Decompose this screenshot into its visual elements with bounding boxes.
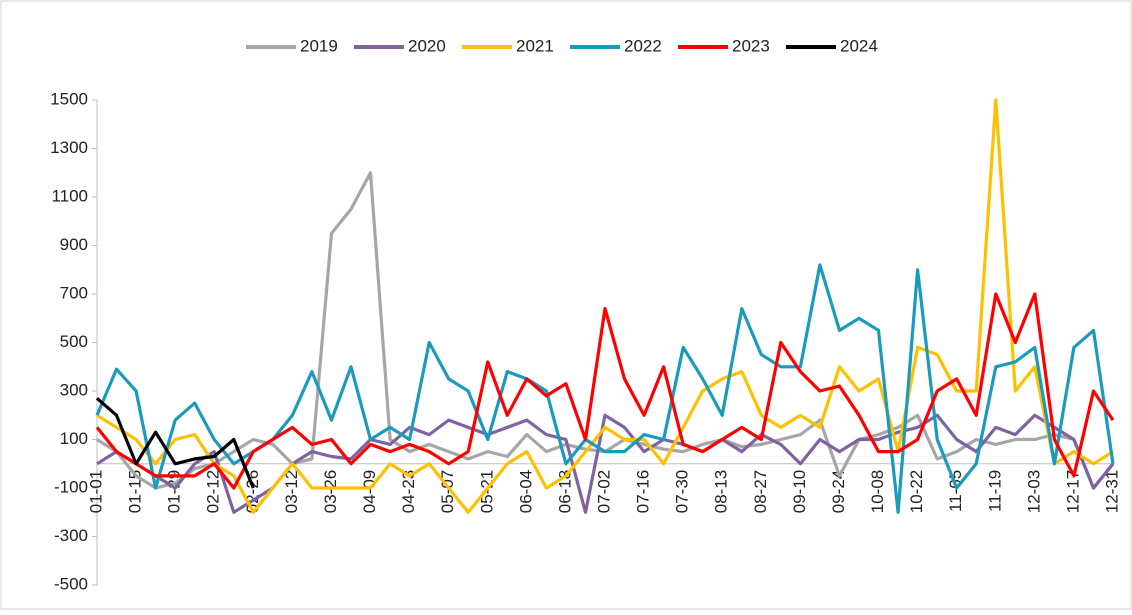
x-tick-label: 08-13 xyxy=(712,470,731,513)
y-tick-label: -500 xyxy=(54,574,88,593)
x-tick-label: 11-19 xyxy=(985,470,1004,512)
y-tick-label: 900 xyxy=(60,235,88,254)
x-tick-label: 04-09 xyxy=(360,470,379,513)
x-tick-label: 07-16 xyxy=(634,470,653,513)
x-tick-label: 02-12 xyxy=(204,470,223,513)
legend-label: 2024 xyxy=(840,36,878,55)
y-tick-label: 300 xyxy=(60,380,88,399)
x-tick-label: 03-26 xyxy=(321,470,340,513)
y-tick-label: 500 xyxy=(60,332,88,351)
x-tick-label: 12-17 xyxy=(1063,470,1082,513)
series-line xyxy=(95,292,1115,490)
x-tick-label: 04-23 xyxy=(399,470,418,513)
x-tick-label: 08-27 xyxy=(751,470,770,513)
x-tick-label: 10-08 xyxy=(868,470,887,513)
y-tick-label: 100 xyxy=(60,429,88,448)
legend-label: 2020 xyxy=(408,36,446,55)
x-tick-label: 12-03 xyxy=(1024,470,1043,513)
y-tick-label: -100 xyxy=(54,477,88,496)
y-tick-label: 700 xyxy=(60,283,88,302)
series-line xyxy=(96,413,1115,514)
legend-label: 2021 xyxy=(516,36,554,55)
x-tick-label: 07-30 xyxy=(673,470,692,513)
x-tick-label: 11-05 xyxy=(946,470,965,512)
y-tick-label: 1300 xyxy=(50,138,88,157)
x-tick-label: 10-22 xyxy=(907,470,926,513)
y-tick-label: 1500 xyxy=(50,89,88,108)
x-tick-label: 03-12 xyxy=(282,470,301,513)
y-tick-label: 1100 xyxy=(51,186,88,205)
x-tick-label: 12-31 xyxy=(1102,470,1121,513)
legend-label: 2023 xyxy=(732,36,770,55)
legend-label: 2019 xyxy=(300,36,338,55)
x-tick-label: 07-02 xyxy=(594,470,613,513)
y-tick-label: -300 xyxy=(54,526,88,545)
legend-label: 2022 xyxy=(624,36,662,55)
x-tick-label: 09-10 xyxy=(790,470,809,513)
x-tick-label: 01-01 xyxy=(86,470,105,513)
x-tick-label: 01-15 xyxy=(126,470,145,513)
series-line xyxy=(95,397,255,489)
series-line xyxy=(96,98,1114,514)
x-tick-label: 06-04 xyxy=(516,470,535,513)
x-tick-label: 09-24 xyxy=(829,470,848,513)
